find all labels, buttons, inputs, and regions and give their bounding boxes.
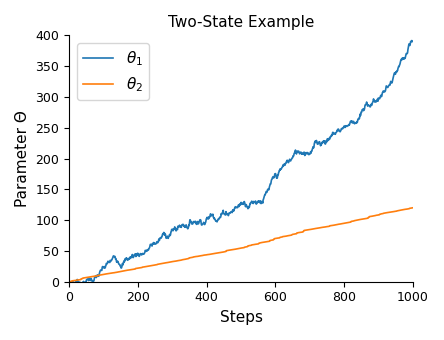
$\theta_2$ <box>102 272 107 276</box>
X-axis label: Steps: Steps <box>220 310 262 325</box>
$\theta_2$ <box>218 251 223 255</box>
$\theta_1$ <box>218 214 223 218</box>
$\theta_1$ <box>341 125 346 130</box>
Line: $\theta_2$: $\theta_2$ <box>69 208 413 282</box>
Legend: $\theta_1$, $\theta_2$: $\theta_1$, $\theta_2$ <box>77 43 149 100</box>
Line: $\theta_1$: $\theta_1$ <box>69 40 413 287</box>
$\theta_2$ <box>334 222 340 226</box>
$\theta_2$ <box>302 228 308 232</box>
Title: Two-State Example: Two-State Example <box>168 15 314 30</box>
$\theta_1$ <box>410 39 416 44</box>
$\theta_1$ <box>206 217 211 221</box>
$\theta_1$ <box>67 280 72 284</box>
$\theta_2$ <box>206 253 211 257</box>
$\theta_1$ <box>79 285 84 289</box>
$\theta_1$ <box>303 152 308 156</box>
$\theta_1$ <box>102 266 107 270</box>
$\theta_1$ <box>335 128 340 132</box>
Y-axis label: Parameter Θ: Parameter Θ <box>15 110 30 207</box>
$\theta_1$ <box>409 38 414 42</box>
$\theta_2$ <box>341 221 346 225</box>
$\theta_2$ <box>410 206 416 210</box>
$\theta_2$ <box>67 280 72 284</box>
